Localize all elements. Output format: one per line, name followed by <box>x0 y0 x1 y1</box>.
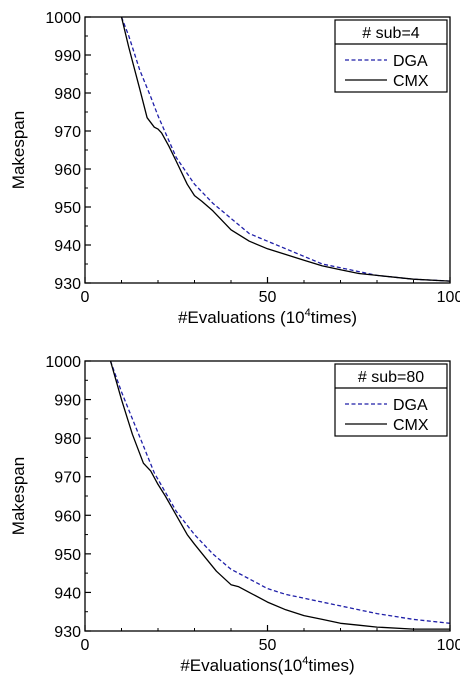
chart2-xlabel-sup: 4 <box>302 655 308 667</box>
chart2-legend: # sub=80 DGA CMX <box>334 363 448 437</box>
chart1-ytick-label: 930 <box>54 276 81 293</box>
chart2-ytick-label: 980 <box>54 431 81 448</box>
chart2-xlabel: #Evaluations(104times) <box>180 655 354 675</box>
chart2-ytick-label: 930 <box>54 624 81 641</box>
chart1-ytick-label: 970 <box>54 124 81 141</box>
chart1-legend-label-cmx: CMX <box>393 73 429 90</box>
chart1-legend: # sub=4 DGA CMX <box>334 19 448 93</box>
chart2-legend-label-cmx: CMX <box>393 417 429 434</box>
chart2-xtick-label: 0 <box>81 637 90 654</box>
chart2-ylabel: Makespan <box>9 457 28 535</box>
chart1-xlabel-suffix: times) <box>311 308 357 327</box>
chart2-ytick-label: 940 <box>54 585 81 602</box>
chart1-xlabel: #Evaluations (104times) <box>178 307 357 327</box>
chart2-series-dga-line <box>109 361 450 624</box>
chart1-xlabel-main: #Evaluations (10 <box>178 308 305 327</box>
chart1-series-dga-line <box>120 17 450 282</box>
chart1-series-cmx-line <box>120 17 450 282</box>
chart2: 930 940 950 960 970 980 990 1000 0 50 100 Makespan #… <box>9 354 460 675</box>
chart2-xtick-label: 50 <box>259 637 277 654</box>
chart2-xlabel-main: #Evaluations(10 <box>180 656 302 675</box>
chart1-legend-title: # sub=4 <box>362 25 419 42</box>
chart1-ytick-label: 1000 <box>45 10 81 27</box>
chart2-ytick-label: 950 <box>54 547 81 564</box>
chart1-legend-label-dga: DGA <box>393 53 428 70</box>
chart1-xtick-label: 50 <box>259 289 277 306</box>
chart1: 930 940 950 960 970 980 990 1000 0 50 100 Makespan #… <box>9 10 460 327</box>
chart2-legend-label-dga: DGA <box>393 397 428 414</box>
chart1-xtick-label: 100 <box>437 289 460 306</box>
chart2-xtick-label: 100 <box>437 637 460 654</box>
chart1-ylabel: Makespan <box>9 111 28 189</box>
chart1-ytick-label: 990 <box>54 48 81 65</box>
chart2-legend-title: # sub=80 <box>358 369 424 386</box>
chart1-ytick-label: 980 <box>54 86 81 103</box>
chart2-ytick-label: 1000 <box>45 354 81 371</box>
chart2-ytick-label: 960 <box>54 508 81 525</box>
chart2-ytick-label: 970 <box>54 470 81 487</box>
chart1-xlabel-sup: 4 <box>305 307 311 319</box>
chart2-ytick-label: 990 <box>54 393 81 410</box>
chart1-ytick-label: 950 <box>54 200 81 217</box>
chart1-ytick-label: 940 <box>54 238 81 255</box>
chart1-xtick-label: 0 <box>81 289 90 306</box>
chart2-xlabel-suffix: times) <box>308 656 354 675</box>
chart2-series-cmx-line <box>109 361 450 630</box>
chart1-ytick-label: 960 <box>54 162 81 179</box>
